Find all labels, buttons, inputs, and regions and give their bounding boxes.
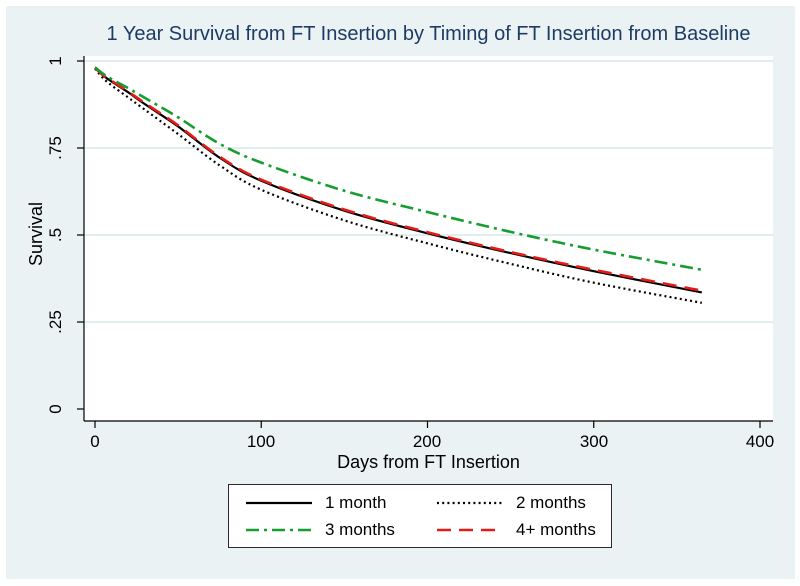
legend-line-dash-dot bbox=[246, 528, 312, 531]
y-axis-label: Survival bbox=[26, 201, 46, 267]
x-tick-200: 200 bbox=[412, 432, 442, 451]
legend-line-solid bbox=[246, 501, 312, 504]
x-tick-300: 300 bbox=[579, 432, 609, 451]
y-tick-025: .25 bbox=[46, 310, 65, 334]
legend-item-3-months: 3 months bbox=[229, 520, 420, 540]
survival-plot-canvas bbox=[77, 56, 773, 428]
legend-line-dotted bbox=[437, 501, 503, 504]
legend-label: 1 month bbox=[325, 492, 387, 512]
x-axis-label: Days from FT Insertion bbox=[337, 452, 520, 472]
legend-item-1-month: 1 month bbox=[229, 493, 420, 513]
chart-figure: 1 Year Survival from FT Insertion by Tim… bbox=[6, 6, 795, 579]
legend-label: 2 months bbox=[516, 492, 586, 512]
x-tick-100: 100 bbox=[246, 432, 276, 451]
x-tick-400: 400 bbox=[745, 432, 775, 451]
y-tick-1: 1 bbox=[46, 56, 65, 66]
legend-item-2-months: 2 months bbox=[420, 493, 611, 513]
x-tick-0: 0 bbox=[90, 432, 100, 451]
legend-box: 1 month 2 months 3 months 4+ months bbox=[228, 484, 612, 548]
legend-label: 4+ months bbox=[516, 519, 596, 539]
y-tick-075: .75 bbox=[46, 136, 65, 160]
legend-line-dashed bbox=[437, 528, 503, 531]
chart-title: 1 Year Survival from FT Insertion by Tim… bbox=[106, 23, 751, 45]
legend-item-4plus-months: 4+ months bbox=[420, 520, 611, 540]
y-tick-05: .5 bbox=[46, 227, 65, 243]
y-tick-0: 0 bbox=[46, 404, 65, 414]
legend-label: 3 months bbox=[325, 519, 395, 539]
